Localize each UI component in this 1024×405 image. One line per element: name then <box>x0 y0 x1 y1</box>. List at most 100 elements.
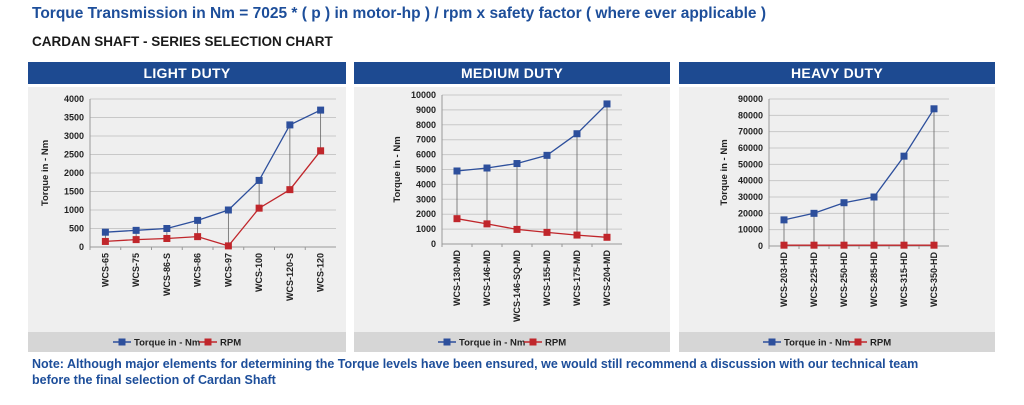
data-point-rpm <box>930 241 938 249</box>
legend-marker <box>118 338 126 346</box>
formula-heading: Torque Transmission in Nm = 7025 * ( p )… <box>32 5 766 22</box>
y-tick-label: 0 <box>758 241 763 251</box>
data-point-torque <box>543 151 551 159</box>
panel-light-duty: LIGHT DUTY 0 500 1000 1500 2000 2500 3000 3500 4… <box>28 62 346 352</box>
panel-heavy-duty: HEAVY DUTY 0 10000 20000 30000 40000 50000 600… <box>679 62 995 352</box>
legend-label: Torque in - Nm <box>459 338 525 349</box>
legend-marker <box>443 338 451 346</box>
data-point-torque <box>101 228 109 236</box>
x-tick-label: WCS-146-MD <box>482 250 492 307</box>
series-line-rpm <box>456 218 608 238</box>
y-tick-label: 40000 <box>738 176 763 186</box>
data-point-rpm <box>194 233 202 241</box>
chart-area: 0 1000 2000 3000 4000 5000 6000 7000 8000 9000 100… <box>354 87 670 352</box>
legend-marker <box>204 338 212 346</box>
y-tick-label: 9000 <box>416 105 436 115</box>
x-tick-label: WCS-86-S <box>162 253 172 296</box>
data-point-rpm <box>870 241 878 249</box>
data-point-torque <box>810 209 818 217</box>
y-tick-label: 70000 <box>738 127 763 137</box>
y-tick-label: 1000 <box>64 205 84 215</box>
heavy-duty-chart: 0 10000 20000 30000 40000 50000 60000 70000 8000… <box>679 94 995 352</box>
y-tick-label: 30000 <box>738 192 763 202</box>
data-point-torque <box>513 160 521 168</box>
panel-title: MEDIUM DUTY <box>354 62 670 84</box>
series-line-rpm <box>105 150 322 247</box>
data-point-rpm <box>255 204 263 212</box>
y-tick-label: 20000 <box>738 208 763 218</box>
data-point-rpm <box>573 231 581 239</box>
data-point-rpm <box>810 241 818 249</box>
data-point-torque <box>255 176 263 184</box>
y-tick-label: 2000 <box>416 209 436 219</box>
data-point-torque <box>573 130 581 138</box>
chart-area: 0 500 1000 1500 2000 2500 3000 3500 4000 Torque i… <box>28 87 346 352</box>
data-point-torque <box>317 106 325 114</box>
data-point-torque <box>870 193 878 201</box>
y-tick-label: 1500 <box>64 187 84 197</box>
light-duty-chart: 0 500 1000 1500 2000 2500 3000 3500 4000 Torque i… <box>28 94 346 352</box>
y-tick-label: 5000 <box>416 165 436 175</box>
legend-label: Torque in - Nm <box>784 338 850 349</box>
y-tick-label: 10000 <box>738 225 763 235</box>
legend-label: RPM <box>220 338 241 349</box>
data-point-rpm <box>286 186 294 194</box>
legend-label: Torque in - Nm <box>134 338 200 349</box>
panel-title: LIGHT DUTY <box>28 62 346 84</box>
chart-subtitle: CARDAN SHAFT - SERIES SELECTION CHART <box>32 34 333 49</box>
y-tick-label: 8000 <box>416 120 436 130</box>
data-point-torque <box>603 100 611 108</box>
x-tick-label: WCS-285-HD <box>869 252 879 308</box>
x-tick-label: WCS-350-HD <box>929 252 939 308</box>
data-point-rpm <box>163 234 171 242</box>
x-tick-label: WCS-175-MD <box>572 250 582 307</box>
data-point-rpm <box>840 241 848 249</box>
x-tick-label: WCS-204-MD <box>602 250 612 307</box>
y-tick-label: 3500 <box>64 113 84 123</box>
legend-marker <box>768 338 776 346</box>
y-tick-label: 2500 <box>64 150 84 160</box>
data-point-rpm <box>513 225 521 233</box>
data-point-rpm <box>543 228 551 236</box>
y-tick-label: 500 <box>69 224 84 234</box>
x-tick-label: WCS-155-MD <box>542 250 552 307</box>
y-tick-label: 2000 <box>64 168 84 178</box>
x-tick-label: WCS-120-S <box>285 253 295 301</box>
legend-marker <box>529 338 537 346</box>
y-tick-label: 50000 <box>738 159 763 169</box>
medium-duty-chart: 0 1000 2000 3000 4000 5000 6000 7000 8000 9000 100… <box>354 90 670 352</box>
data-point-rpm <box>483 220 491 228</box>
x-tick-label: WCS-100 <box>254 253 264 292</box>
data-point-torque <box>900 152 908 160</box>
legend-background <box>354 332 670 352</box>
y-tick-label: 0 <box>79 242 84 252</box>
data-point-torque <box>163 225 171 232</box>
panel-medium-duty: MEDIUM DUTY 0 1000 2000 3000 4000 5000 6000 700… <box>354 62 670 352</box>
panel-title: HEAVY DUTY <box>679 62 995 84</box>
x-tick-label: WCS-315-HD <box>899 252 909 308</box>
y-tick-label: 4000 <box>64 94 84 104</box>
y-tick-label: 7000 <box>416 135 436 145</box>
x-tick-label: WCS-203-HD <box>779 252 789 308</box>
legend-background <box>28 332 346 352</box>
data-point-torque <box>840 199 848 207</box>
data-point-torque <box>483 164 491 172</box>
x-tick-label: WCS-65 <box>100 253 110 287</box>
y-tick-label: 0 <box>431 239 436 249</box>
y-tick-label: 3000 <box>416 194 436 204</box>
data-point-torque <box>224 206 232 214</box>
data-point-rpm <box>101 237 109 245</box>
data-point-rpm <box>224 242 232 250</box>
chart-area: 0 10000 20000 30000 40000 50000 60000 70000 8000… <box>679 87 995 352</box>
y-tick-label: 10000 <box>411 90 436 100</box>
data-point-rpm <box>603 233 611 241</box>
series-line-torque <box>456 103 608 172</box>
y-axis-label: Torque in - Nm <box>719 139 730 205</box>
data-point-torque <box>194 216 202 224</box>
x-tick-label: WCS-75 <box>131 253 141 287</box>
y-axis-label: Torque in - Nm <box>392 136 403 202</box>
data-point-rpm <box>132 236 140 244</box>
data-point-torque <box>286 121 294 129</box>
data-point-torque <box>930 105 938 113</box>
data-point-torque <box>780 216 788 224</box>
